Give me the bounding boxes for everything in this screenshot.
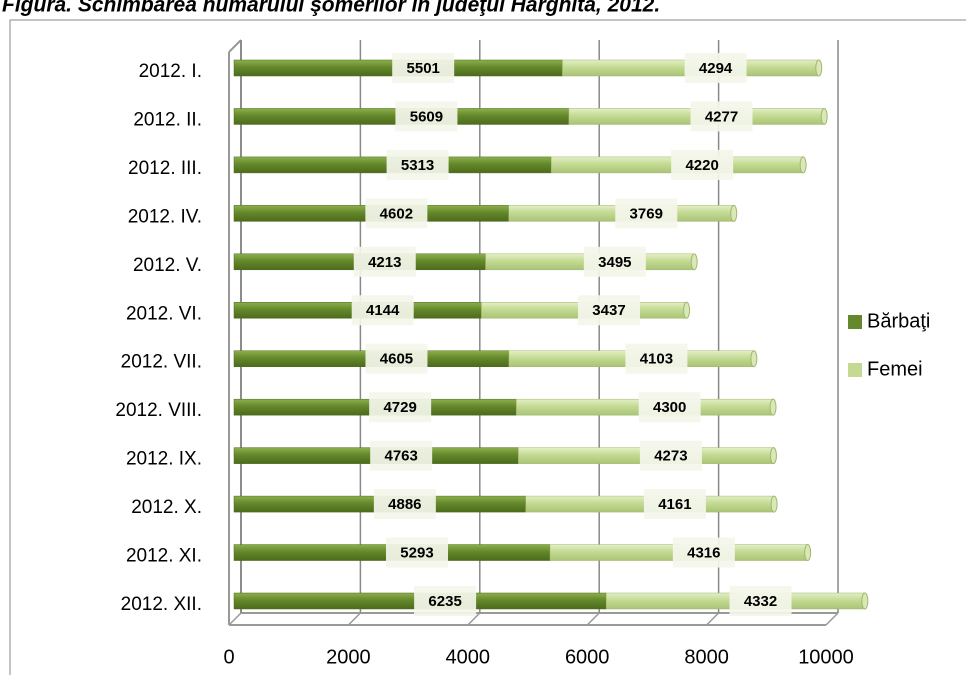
data-label: 4300 — [653, 399, 686, 416]
data-label: 5609 — [410, 108, 443, 125]
data-label: 4161 — [658, 496, 691, 513]
x-tick-label: 8000 — [684, 646, 729, 668]
data-label: 5293 — [400, 545, 433, 562]
grid-floor — [467, 612, 481, 626]
data-label-box — [625, 343, 688, 374]
data-label-box — [386, 149, 449, 180]
x-tick-label: 4000 — [446, 646, 491, 668]
data-label: 4729 — [383, 399, 416, 416]
data-label-box — [684, 53, 747, 83]
y-tick-label: 2012. XII. — [121, 594, 202, 615]
y-tick-label: 2012. VII. — [121, 352, 202, 373]
data-label: 4277 — [705, 108, 738, 125]
y-tick-label: 2012. V. — [133, 255, 202, 276]
chart-border — [9, 19, 966, 675]
data-label-box — [365, 198, 428, 229]
data-label-box — [672, 537, 735, 568]
y-tick-label: 2012. IX. — [126, 449, 202, 470]
data-label: 4213 — [368, 254, 401, 271]
data-label-box — [577, 295, 640, 326]
y-tick-label: 2012. VIII. — [115, 400, 202, 421]
data-label: 4103 — [640, 351, 673, 368]
bar-cap — [804, 544, 812, 562]
bar-cap — [820, 107, 828, 125]
data-label: 4602 — [380, 205, 413, 222]
data-label-box — [369, 392, 432, 423]
data-label: 6235 — [428, 593, 461, 610]
y-tick-label: 2012. XI. — [126, 546, 202, 567]
bar-cap — [769, 398, 777, 416]
data-label-box — [353, 246, 416, 277]
bar-cap — [769, 447, 777, 465]
grid-floor — [347, 612, 361, 626]
y-tick-label: 2012. X. — [131, 497, 202, 518]
data-label: 4273 — [654, 448, 687, 465]
data-label: 4763 — [384, 448, 417, 465]
legend-swatch — [848, 363, 862, 377]
axis-left-top — [228, 39, 242, 53]
chart-title: Figura. Schimbarea numărului şomerilor î… — [2, 0, 660, 17]
y-tick-label: 2012. IV. — [128, 206, 202, 227]
grid-floor — [228, 612, 242, 626]
data-label-box — [583, 246, 646, 277]
data-label: 4294 — [699, 60, 733, 77]
grid-floor — [586, 612, 600, 626]
x-tick-label: 10000 — [798, 646, 854, 668]
data-label: 4316 — [687, 545, 720, 562]
grid-floor — [825, 612, 839, 626]
data-label: 3769 — [630, 205, 663, 222]
y-tick-label: 2012. I. — [139, 61, 202, 82]
data-label: 4605 — [380, 351, 413, 368]
legend-label: Bărbaţi — [867, 310, 930, 332]
data-label-box — [643, 489, 706, 520]
legend-swatch — [848, 315, 862, 329]
bar-cap — [815, 59, 823, 77]
bar-cap — [683, 301, 691, 319]
x-tick-label: 6000 — [565, 646, 610, 668]
data-label-box — [395, 101, 458, 132]
bar-cap — [750, 350, 758, 368]
data-label: 3437 — [592, 302, 625, 319]
data-label: 4886 — [388, 496, 421, 513]
data-label-box — [373, 489, 436, 520]
y-tick-label: 2012. II. — [133, 109, 202, 130]
bar-cap — [770, 495, 778, 513]
x-tick-label: 2000 — [326, 646, 371, 668]
grid-floor — [706, 612, 720, 626]
data-label-box — [370, 440, 433, 471]
legend-label: Femei — [867, 358, 923, 380]
data-label: 4144 — [366, 302, 400, 319]
y-tick-label: 2012. VI. — [126, 303, 202, 324]
data-label-box — [365, 343, 428, 374]
data-label-box — [385, 537, 448, 568]
bar-cap — [799, 156, 807, 174]
data-label-box — [615, 198, 678, 229]
data-label-box — [638, 392, 701, 423]
data-label: 3495 — [598, 254, 631, 271]
x-tick-label: 0 — [223, 646, 234, 668]
data-label: 4220 — [685, 157, 718, 174]
data-label-box — [351, 295, 414, 326]
data-label: 5501 — [407, 60, 440, 77]
bar-cap — [690, 253, 698, 271]
data-label-box — [729, 586, 792, 616]
data-label-box — [671, 149, 734, 180]
bar-cap — [730, 204, 738, 222]
data-label-box — [392, 53, 455, 83]
data-label-box — [690, 101, 753, 132]
bar-cap — [861, 592, 869, 610]
data-label-box — [639, 440, 702, 471]
data-label: 5313 — [401, 157, 434, 174]
y-tick-label: 2012. III. — [128, 158, 202, 179]
data-label: 4332 — [744, 593, 777, 610]
data-label-box — [414, 586, 477, 616]
